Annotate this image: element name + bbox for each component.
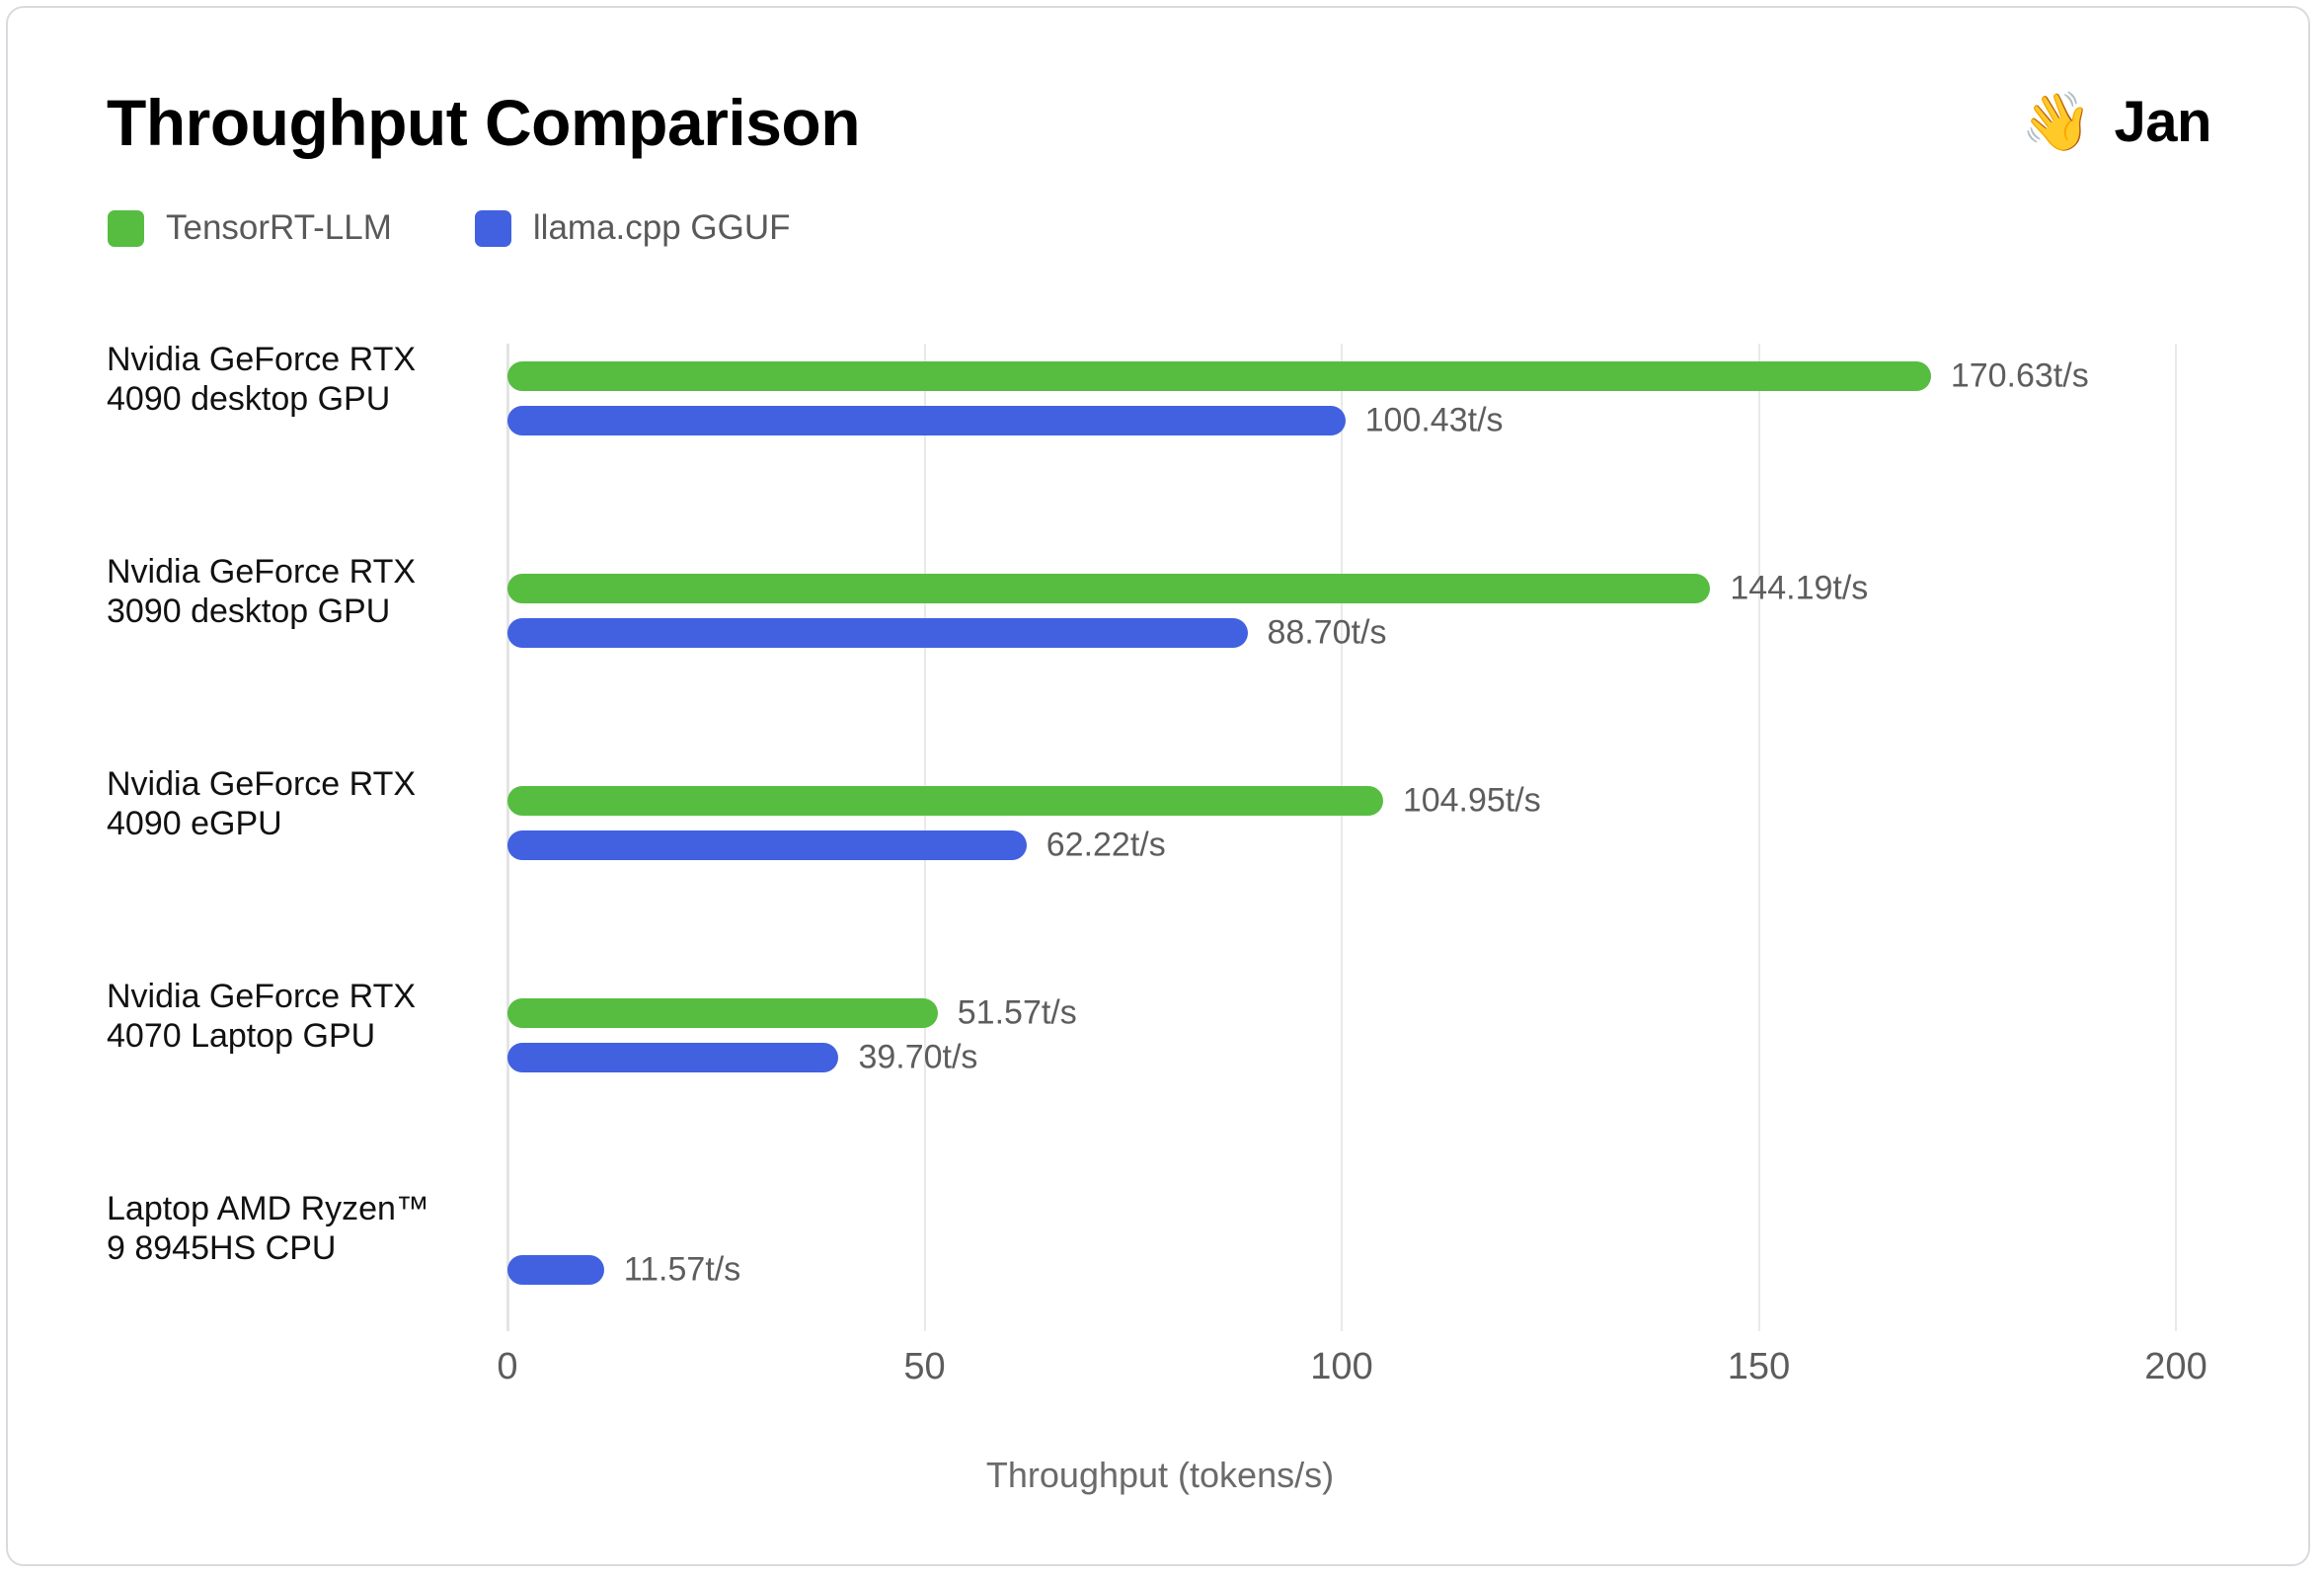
bar-tensorrt-1[interactable]: [507, 574, 1711, 603]
x-tick-label-100: 100: [1310, 1346, 1373, 1387]
legend-swatch-tensorrt: [108, 209, 144, 247]
legend-label-tensorrt: TensorRT-LLM: [166, 208, 392, 247]
category-label-0: Nvidia GeForce RTX 4090 desktop GPU: [107, 341, 417, 419]
category-label-1: Nvidia GeForce RTX 3090 desktop GPU: [107, 553, 417, 631]
x-tick-label-150: 150: [1727, 1346, 1791, 1387]
bar-llamacpp-1[interactable]: [507, 618, 1248, 648]
gridline-150: [1757, 344, 1760, 1331]
category-label-2: Nvidia GeForce RTX 4090 eGPU: [107, 765, 417, 843]
y-axis-line: [506, 344, 509, 1331]
value-label-llamacpp-4: 11.57t/s: [623, 1250, 741, 1289]
legend-swatch-llamacpp: [474, 209, 511, 247]
x-tick-label-200: 200: [2144, 1346, 2208, 1387]
gridline-100: [1341, 344, 1343, 1331]
value-label-llamacpp-0: 100.43t/s: [1364, 401, 1504, 439]
x-tick-label-50: 50: [903, 1346, 946, 1387]
bar-tensorrt-2[interactable]: [507, 786, 1383, 816]
bar-llamacpp-2[interactable]: [507, 830, 1027, 860]
legend-label-llamacpp: llama.cpp GGUF: [532, 208, 791, 247]
legend-item-llamacpp[interactable]: llama.cpp GGUF: [474, 208, 791, 248]
brand-badge: 👋 Jan: [2021, 89, 2211, 155]
chart-card: Throughput Comparison 👋 Jan TensorRT-LLM…: [6, 6, 2310, 1566]
value-label-tensorrt-1: 144.19t/s: [1730, 569, 1869, 607]
value-label-llamacpp-2: 62.22t/s: [1046, 826, 1166, 864]
x-axis-label: Throughput (tokens/s): [985, 1455, 1335, 1495]
value-label-tensorrt-3: 51.57t/s: [957, 993, 1077, 1032]
x-tick-label-0: 0: [497, 1346, 518, 1387]
chart-plot-area: 0 50 100 150 200 Throughput (tokens/s) Nvidia …: [8, 8, 2308, 1564]
value-label-llamacpp-1: 88.70t/s: [1267, 613, 1387, 652]
bar-tensorrt-3[interactable]: [507, 998, 938, 1028]
waving-hand-icon: 👋: [2021, 89, 2093, 154]
category-label-4: Laptop AMD Ryzen™ 9 8945HS CPU: [107, 1190, 429, 1268]
bar-llamacpp-4[interactable]: [507, 1255, 604, 1285]
gridline-200: [2175, 344, 2177, 1331]
value-label-llamacpp-3: 39.70t/s: [858, 1038, 978, 1076]
bar-llamacpp-3[interactable]: [507, 1043, 839, 1072]
value-label-tensorrt-2: 104.95t/s: [1402, 781, 1541, 820]
page-title: Throughput Comparison: [107, 86, 861, 159]
legend-item-tensorrt[interactable]: TensorRT-LLM: [108, 208, 392, 248]
chart-legend: TensorRT-LLM llama.cpp GGUF: [108, 208, 791, 248]
category-label-3: Nvidia GeForce RTX 4070 Laptop GPU: [107, 978, 417, 1056]
bar-llamacpp-0[interactable]: [507, 406, 1346, 435]
bar-tensorrt-0[interactable]: [507, 361, 1931, 391]
value-label-tensorrt-0: 170.63t/s: [1950, 356, 2089, 395]
brand-name: Jan: [2114, 90, 2212, 154]
